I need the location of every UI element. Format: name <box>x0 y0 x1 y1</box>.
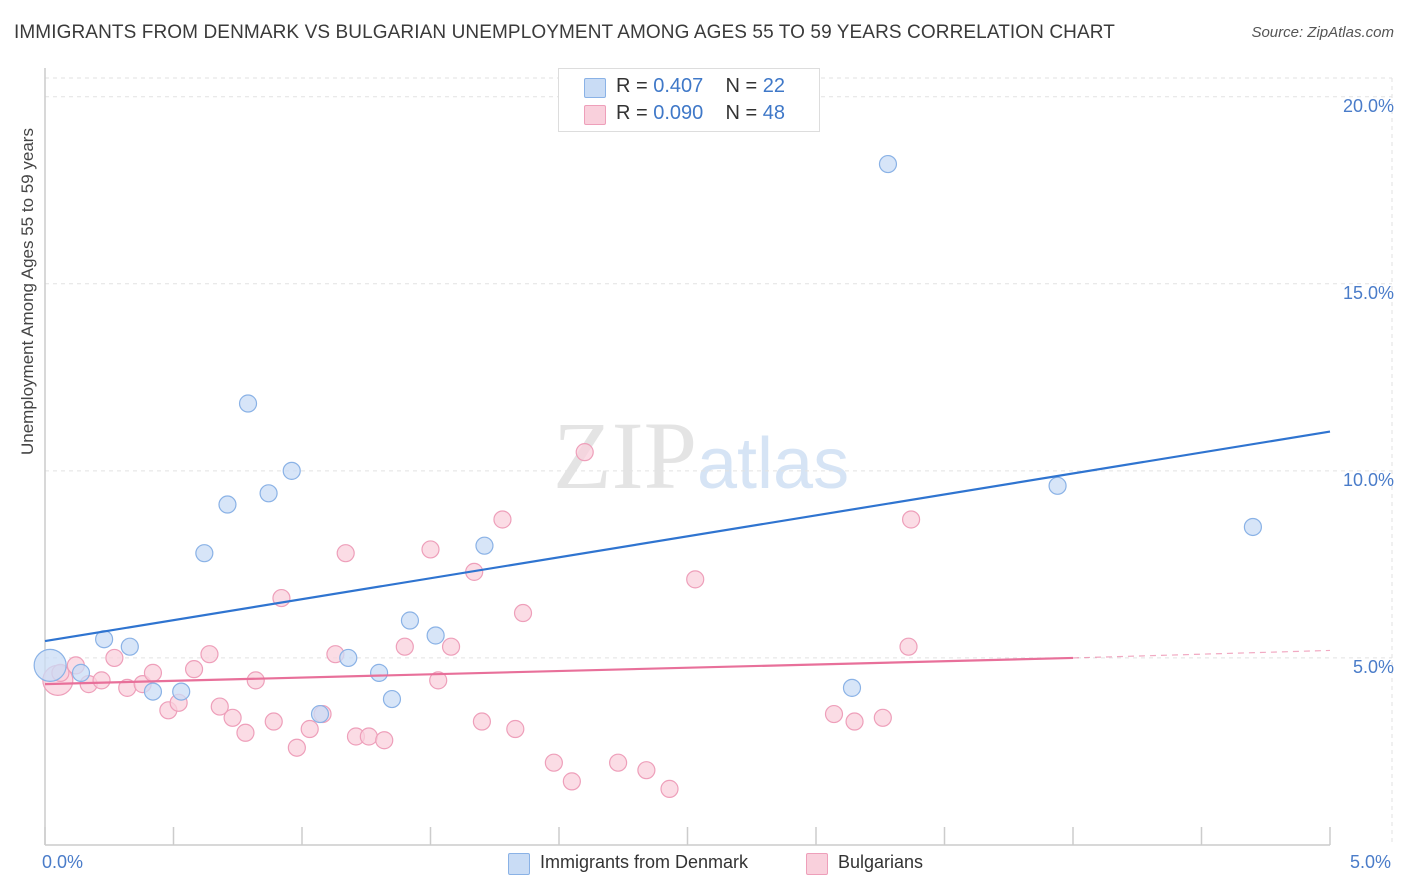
axis-layer <box>44 68 1331 846</box>
bulgarians-point <box>359 727 378 746</box>
denmark-point <box>339 648 358 668</box>
denmark-point <box>310 704 330 724</box>
legend-r-value-denmark: 0.407 <box>653 75 704 97</box>
y-axis-label: Unemployment Among Ages 55 to 59 years <box>18 128 37 455</box>
bulgarians-point <box>873 708 892 727</box>
bulgarians-point <box>899 637 918 656</box>
bulgarians-point <box>105 648 124 668</box>
y-tick-label: 20.0% <box>1342 95 1394 116</box>
source-label: Source: ZipAtlas.com <box>1251 24 1394 41</box>
bulgarians-point <box>513 603 533 623</box>
y-tick-label: 5.0% <box>1352 656 1394 677</box>
denmark-point <box>382 689 402 709</box>
denmark-point <box>238 394 258 413</box>
bulgarians-point <box>92 671 111 690</box>
denmark-point <box>218 495 237 514</box>
bottom-legend-swatch-bulgarians <box>806 853 828 875</box>
legend-n-label: N = <box>725 102 758 124</box>
denmark-point <box>71 663 91 682</box>
y-tick-label: 10.0% <box>1342 469 1394 490</box>
denmark-point <box>370 663 389 682</box>
bulgarians-point <box>210 697 229 716</box>
bulgarians-point <box>200 645 219 664</box>
bulgarians-point <box>143 663 163 682</box>
bulgarians-point <box>637 761 656 780</box>
denmark-point <box>33 648 67 683</box>
denmark-point <box>120 637 139 656</box>
bulgarians-point <box>236 723 255 742</box>
denmark-point <box>842 678 862 697</box>
y-tick-label: 15.0% <box>1342 282 1394 303</box>
bulgarians-point <box>686 570 705 589</box>
bulgarians-point <box>300 719 319 739</box>
bulgarians-point <box>845 712 864 731</box>
chart-title: IMMIGRANTS FROM DENMARK VS BULGARIAN UNE… <box>14 22 1115 43</box>
trend-lines <box>44 430 1331 686</box>
denmark-point <box>195 544 214 563</box>
bulgarians-point <box>575 443 594 462</box>
bulgarians-trend-line <box>44 656 1074 686</box>
denmark-point <box>1243 517 1263 537</box>
bulgarians-trend-extension <box>1072 649 1331 659</box>
denmark-points <box>33 154 1263 724</box>
denmark-point <box>143 682 163 701</box>
denmark-point <box>172 682 191 701</box>
bulgarians-point <box>421 540 440 559</box>
denmark-point <box>282 461 301 480</box>
correlation-legend: R = 0.407 N = 22 R = 0.090 N = 48 <box>558 68 820 132</box>
bulgarians-point <box>429 671 448 690</box>
bottom-legend-label-bulgarians: Bulgarians <box>838 852 924 872</box>
denmark-point <box>1048 476 1067 495</box>
denmark-point <box>259 484 278 503</box>
denmark-point <box>400 611 420 630</box>
bottom-legend-label-denmark: Immigrants from Denmark <box>540 852 749 872</box>
legend-swatch-denmark <box>584 78 606 98</box>
bottom-legend-swatch-denmark <box>508 853 530 875</box>
bulgarians-point <box>544 753 563 772</box>
bulgarians-point <box>901 510 921 529</box>
bulgarians-point <box>660 779 679 798</box>
bulgarians-point <box>184 660 204 679</box>
x-tick-label: 0.0% <box>42 852 84 872</box>
bulgarians-point <box>246 671 265 690</box>
bulgarians-point <box>336 544 355 563</box>
bulgarians-point <box>375 731 394 750</box>
denmark-point <box>475 536 494 555</box>
bulgarians-point <box>493 510 512 529</box>
bulgarians-point <box>395 637 414 656</box>
bulgarians-point <box>223 708 242 727</box>
bulgarians-point <box>287 738 306 757</box>
legend-r-label: R = <box>616 102 648 124</box>
bulgarians-point <box>609 753 628 772</box>
denmark-trend-line <box>44 430 1331 643</box>
watermark-atlas: atlas <box>697 424 850 504</box>
legend-n-value-denmark: 22 <box>762 75 786 97</box>
bulgarians-point <box>506 719 525 739</box>
legend-r-label: R = <box>616 75 648 97</box>
bulgarians-point <box>441 637 461 656</box>
denmark-point <box>878 154 898 174</box>
bulgarians-point <box>472 712 491 731</box>
legend-swatch-bulgarians <box>584 105 606 125</box>
denmark-point <box>426 626 445 645</box>
bulgarians-point <box>824 704 844 724</box>
legend-n-label: N = <box>725 75 758 97</box>
bulgarians-point <box>264 712 283 731</box>
legend-r-value-bulgarians: 0.090 <box>653 102 704 124</box>
legend-n-value-bulgarians: 48 <box>762 102 786 124</box>
x-tick-label: 5.0% <box>1350 852 1392 872</box>
bulgarians-point <box>562 772 581 791</box>
